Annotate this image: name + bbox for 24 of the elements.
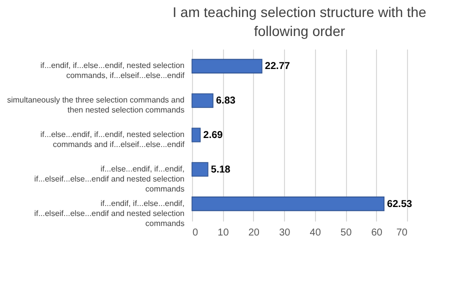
data-label: 62.53 (387, 198, 413, 210)
y-tick-label: if...endif, if...else...endif, if...elseif...else...endif and nested selection commands (34, 198, 184, 228)
data-label: 2.69 (203, 130, 224, 141)
y-tick-label: simultaneously the three selection commands and then nested selection commands (7, 96, 184, 115)
x-tick-label: 0 (192, 228, 198, 238)
x-tick-label: 60 (371, 228, 383, 238)
y-tick-label: if...else...endif, if...endif, nested selection commands and if...elseif...else...endif (40, 130, 186, 149)
x-tick-label: 30 (279, 228, 291, 238)
x-tick-label: 40 (310, 228, 322, 238)
y-tick-label: if...else...endif, if...endif, if...elseif...else...endif and nested selection commands (34, 164, 184, 194)
bar (192, 128, 201, 142)
x-tick-label: 70 (396, 228, 408, 238)
data-label: 6.83 (216, 96, 236, 107)
x-tick-label: 50 (340, 228, 352, 238)
x-tick-label: 20 (248, 228, 260, 238)
y-tick-label: if...endif, if...else...endif, nested selection commands, if...elseif...else...endif (40, 61, 186, 80)
bar (192, 196, 384, 212)
data-label: 22.77 (264, 61, 290, 72)
data-label: 5.18 (210, 164, 231, 176)
x-tick-label: 10 (218, 228, 230, 238)
bar (192, 58, 262, 74)
bar (192, 93, 214, 108)
bar (192, 162, 208, 177)
chart-title: I am teaching selection structure with the following order (172, 4, 427, 39)
